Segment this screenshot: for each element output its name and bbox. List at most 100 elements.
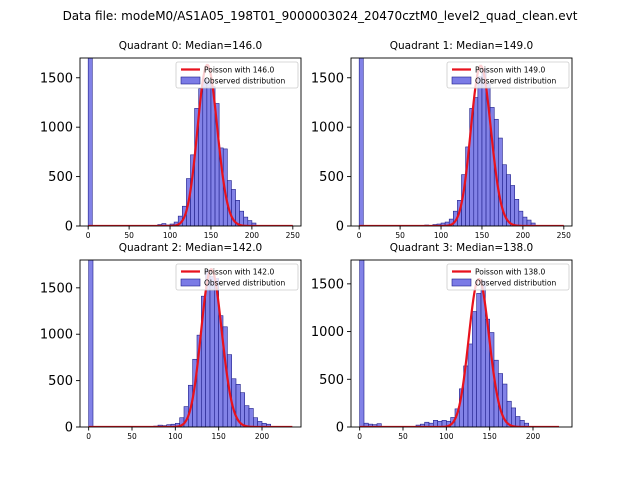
- x-tick-label: 0: [86, 231, 91, 240]
- histogram-bar: [524, 422, 529, 427]
- histogram-bars: [359, 260, 529, 427]
- histogram-bar: [472, 311, 477, 427]
- histogram-bar: [206, 81, 212, 226]
- y-tick-label: 0: [65, 421, 73, 436]
- y-tick-label: 500: [48, 170, 73, 185]
- legend-line-label: Poisson with 142.0: [204, 268, 274, 277]
- legend: Poisson with 138.0 Observed distribution: [446, 263, 570, 291]
- x-tick-label: 250: [557, 231, 572, 240]
- x-tick-label: 0: [357, 231, 362, 240]
- histogram-bar: [514, 199, 520, 226]
- subplot-title: Quadrant 3: Median=138.0: [390, 242, 533, 254]
- histogram-bar: [467, 343, 473, 427]
- histogram-bar: [359, 260, 365, 427]
- legend-bar-label: Observed distribution: [204, 279, 285, 288]
- x-tick-label: 150: [483, 432, 498, 441]
- x-tick-label: 50: [127, 432, 137, 441]
- x-tick-label: 50: [124, 231, 134, 240]
- histogram-bar: [498, 137, 503, 226]
- poisson-curve: [359, 277, 559, 427]
- x-tick-label: 0: [357, 432, 362, 441]
- legend: Poisson with 146.0 Observed distribution: [175, 61, 299, 89]
- legend-bar-swatch: [180, 278, 201, 287]
- histogram-bar: [518, 210, 524, 226]
- subplot-2: Quadrant 2: Median=142.0 0 500 1000 1500 0 50 1…: [40, 242, 302, 441]
- x-tick-label: 0: [86, 432, 91, 441]
- histogram-bar: [515, 416, 521, 427]
- axes-frame: [79, 57, 302, 227]
- histogram-bar: [87, 58, 93, 226]
- x-tick-label: 250: [286, 231, 301, 240]
- legend-bar-label: Observed distribution: [475, 279, 556, 288]
- poisson-curve: [359, 64, 564, 226]
- histogram-bar: [358, 58, 364, 226]
- x-tick-label: 100: [439, 432, 454, 441]
- legend-line-label: Poisson with 146.0: [204, 66, 274, 75]
- legend: Poisson with 142.0 Observed distribution: [175, 263, 299, 291]
- y-tick-label: 0: [65, 220, 73, 235]
- y-tick-label: 500: [319, 373, 344, 388]
- y-tick-label: 0: [336, 421, 344, 436]
- y-tick-label: 1000: [311, 121, 344, 136]
- x-tick-label: 50: [398, 432, 408, 441]
- x-tick-label: 100: [168, 432, 183, 441]
- legend-frame: [175, 61, 299, 89]
- axes-frame: [350, 57, 573, 227]
- x-tick-label: 200: [526, 432, 541, 441]
- histogram-bar: [88, 260, 94, 427]
- x-tick-label: 150: [204, 231, 219, 240]
- histogram-bar: [477, 76, 483, 226]
- legend-bar-label: Observed distribution: [204, 77, 285, 86]
- x-tick-label: 200: [255, 432, 270, 441]
- figure-suptitle: Data file: modeM0/AS1A05_198T01_90000030…: [63, 9, 578, 23]
- y-tick-label: 1500: [311, 71, 344, 86]
- subplot-0: Quadrant 0: Median=146.0 0 500 1000 1500 0 50 1…: [40, 40, 302, 240]
- subplot-1: Quadrant 1: Median=149.0 0 500 1000 1500 0 50 1…: [311, 40, 573, 240]
- legend-frame: [175, 263, 299, 291]
- x-tick-label: 150: [475, 231, 490, 240]
- x-tick-label: 150: [212, 432, 227, 441]
- subplot-title: Quadrant 0: Median=146.0: [119, 40, 262, 52]
- legend-frame: [446, 263, 570, 291]
- histogram-bar: [202, 78, 208, 226]
- y-tick-label: 500: [319, 170, 344, 185]
- legend-line-label: Poisson with 149.0: [475, 66, 545, 75]
- x-tick-label: 50: [395, 231, 405, 240]
- histogram-bar: [376, 423, 382, 427]
- histogram-bar: [511, 407, 516, 427]
- histogram-bar: [522, 216, 528, 226]
- y-tick-label: 1500: [311, 277, 344, 292]
- histogram-bar: [209, 276, 215, 427]
- y-tick-label: 1000: [40, 328, 73, 343]
- legend-bar-swatch: [451, 76, 472, 85]
- histogram-bar: [510, 185, 516, 226]
- histogram-bar: [240, 392, 245, 427]
- legend-bar-label: Observed distribution: [475, 77, 556, 86]
- y-tick-label: 1000: [311, 325, 344, 340]
- poisson-curve: [88, 63, 293, 226]
- y-tick-label: 1000: [40, 121, 73, 136]
- histogram-bar: [476, 293, 482, 427]
- x-tick-label: 200: [516, 231, 531, 240]
- histogram-bar: [481, 68, 487, 226]
- legend: Poisson with 149.0 Observed distribution: [446, 61, 570, 89]
- y-tick-label: 500: [48, 374, 73, 389]
- subplot-3: Quadrant 3: Median=138.0 0 500 1000 1500 0 50 1…: [311, 242, 573, 441]
- legend-frame: [446, 61, 570, 89]
- histogram-bar: [244, 405, 250, 427]
- legend-line-label: Poisson with 138.0: [475, 268, 545, 277]
- histogram-bars: [358, 58, 536, 226]
- histogram-bar: [473, 97, 479, 226]
- y-tick-label: 1500: [40, 281, 73, 296]
- histogram-bar: [248, 408, 254, 427]
- x-tick-label: 100: [434, 231, 449, 240]
- subplot-title: Quadrant 1: Median=149.0: [390, 40, 533, 52]
- legend-bar-swatch: [180, 76, 201, 85]
- axes-frame: [79, 259, 302, 428]
- histogram-bar: [239, 210, 245, 226]
- axes-frame: [350, 259, 573, 428]
- y-tick-label: 1500: [40, 71, 73, 86]
- histogram-bar: [253, 417, 258, 427]
- subplot-title: Quadrant 2: Median=142.0: [119, 242, 262, 254]
